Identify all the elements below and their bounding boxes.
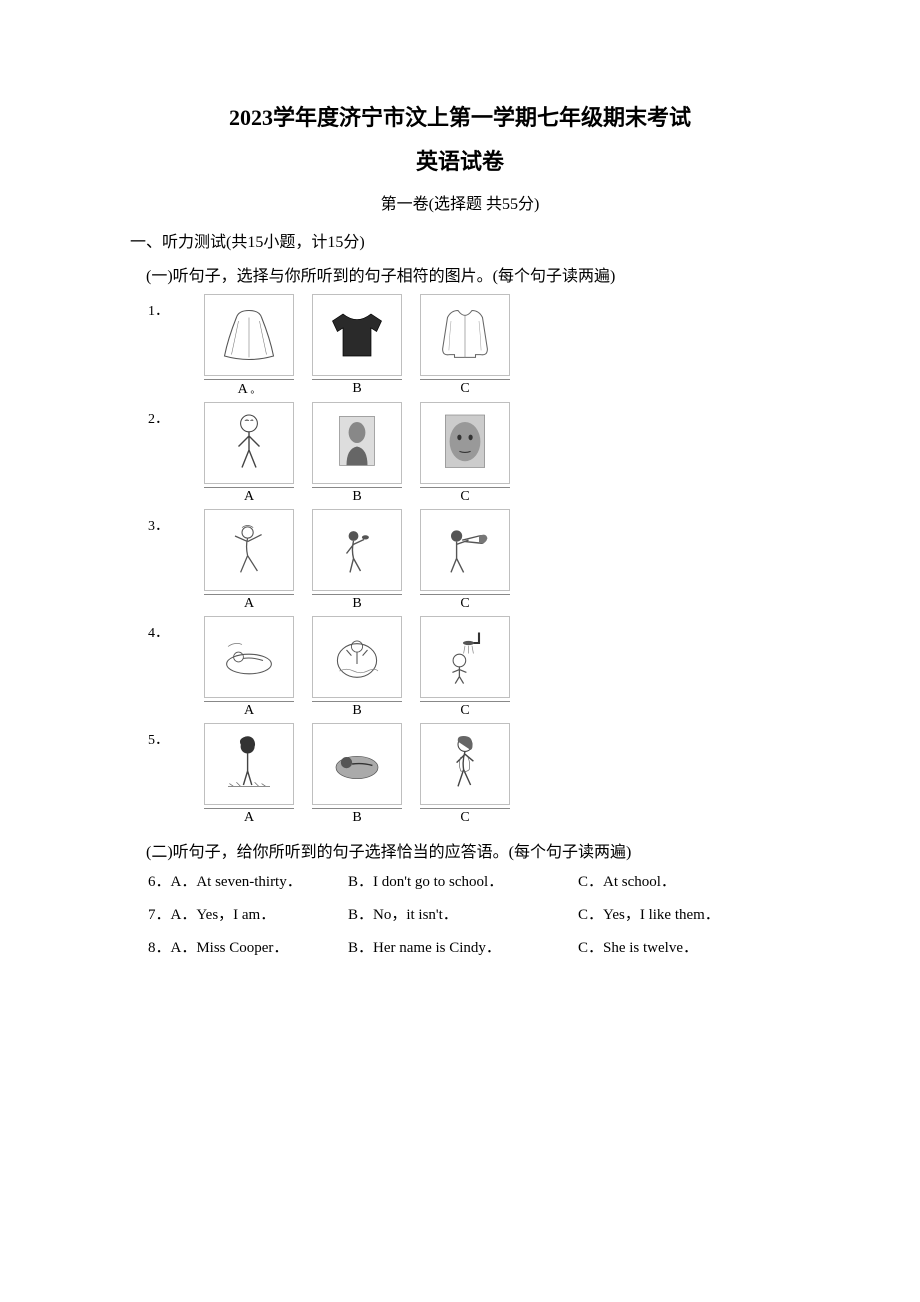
option-c: C <box>420 294 510 398</box>
girl-sleeping-sketch-icon <box>312 723 402 805</box>
option-c: C <box>420 616 510 719</box>
image-question-2: 2． A B C <box>148 402 790 505</box>
option-label-b: B <box>312 379 402 397</box>
image-options: A B C <box>204 616 510 719</box>
option-label-b: B <box>312 808 402 826</box>
image-question-1: 1． A 。 B C <box>148 294 790 398</box>
skirt-sketch-icon <box>204 294 294 376</box>
option-a: A <box>204 509 294 612</box>
person-portrait-sketch-icon <box>312 402 402 484</box>
option-label-b: B <box>312 487 402 505</box>
girl-standing-sketch-icon <box>204 723 294 805</box>
subsection-1-heading: (一)听句子，选择与你所听到的句子相符的图片。(每个句子读两遍) <box>146 262 790 286</box>
option-a-text: 6．A．At seven-thirty． <box>148 870 348 891</box>
subsection-2-heading: (二)听句子，给你所听到的句子选择恰当的应答语。(每个句子读两遍) <box>146 838 790 862</box>
option-b-text: B．Her name is Cindy． <box>348 936 578 957</box>
jacket-sketch-icon <box>420 294 510 376</box>
question-number: 3． <box>148 509 204 535</box>
option-b-text: B．No，it isn't． <box>348 903 578 924</box>
image-options: A B C <box>204 402 510 505</box>
question-number: 4． <box>148 616 204 642</box>
option-b: B <box>312 616 402 719</box>
activity-swimming-sketch-icon <box>312 616 402 698</box>
image-options: A B C <box>204 509 510 612</box>
option-b: B <box>312 294 402 398</box>
activity-shower-sketch-icon <box>420 616 510 698</box>
text-question-6: 6．A．At seven-thirty． B．I don't go to sch… <box>148 870 790 891</box>
title-main: 2023学年度济宁市汶上第一学期七年级期末考试 <box>130 100 790 132</box>
option-label-c: C <box>420 594 510 612</box>
option-b: B <box>312 402 402 505</box>
option-c-text: C．She is twelve． <box>578 936 790 957</box>
figure-trumpet-sketch-icon <box>420 509 510 591</box>
text-question-7: 7．A．Yes，I am． B．No，it isn't． C．Yes，I lik… <box>148 903 790 924</box>
option-b: B <box>312 723 402 826</box>
option-a-text: 8．A．Miss Cooper． <box>148 936 348 957</box>
text-questions: 6．A．At seven-thirty． B．I don't go to sch… <box>130 870 790 957</box>
option-a: A 。 <box>204 294 294 398</box>
option-a-text: 7．A．Yes，I am． <box>148 903 348 924</box>
option-label-b: B <box>312 594 402 612</box>
option-label-a: A 。 <box>204 379 294 398</box>
text-question-8: 8．A．Miss Cooper． B．Her name is Cindy． C．… <box>148 936 790 957</box>
image-options: A 。 B C <box>204 294 510 398</box>
figure-playing-sketch-icon <box>312 509 402 591</box>
option-label-a: A <box>204 808 294 826</box>
option-a: A <box>204 723 294 826</box>
option-label-c: C <box>420 701 510 719</box>
option-label-a: A <box>204 487 294 505</box>
image-options: A B C <box>204 723 510 826</box>
option-c-text: C．Yes，I like them． <box>578 903 790 924</box>
option-c-text: C．At school． <box>578 870 790 891</box>
section-heading: 一、听力测试(共15小题，计15分) <box>130 228 790 252</box>
option-c: C <box>420 509 510 612</box>
option-b: B <box>312 509 402 612</box>
question-number: 1． <box>148 294 204 320</box>
option-label-a: A <box>204 594 294 612</box>
option-a: A <box>204 616 294 719</box>
image-question-3: 3． A B C <box>148 509 790 612</box>
option-label-c: C <box>420 379 510 397</box>
option-label-c: C <box>420 808 510 826</box>
face-sketch-icon <box>420 402 510 484</box>
activity-lying-sketch-icon <box>204 616 294 698</box>
option-a: A <box>204 402 294 505</box>
image-question-4: 4． A B C <box>148 616 790 719</box>
option-label-b: B <box>312 701 402 719</box>
girl-walking-sketch-icon <box>420 723 510 805</box>
option-c: C <box>420 402 510 505</box>
person-full-sketch-icon <box>204 402 294 484</box>
option-label-a: A <box>204 701 294 719</box>
question-number: 2． <box>148 402 204 428</box>
option-label-c: C <box>420 487 510 505</box>
question-number: 5． <box>148 723 204 749</box>
figure-dancing-sketch-icon <box>204 509 294 591</box>
image-question-5: 5． A B C <box>148 723 790 826</box>
title-sub: 英语试卷 <box>130 144 790 176</box>
option-b-text: B．I don't go to school． <box>348 870 578 891</box>
option-c: C <box>420 723 510 826</box>
tshirt-sketch-icon <box>312 294 402 376</box>
section-info: 第一卷(选择题 共55分) <box>130 190 790 214</box>
